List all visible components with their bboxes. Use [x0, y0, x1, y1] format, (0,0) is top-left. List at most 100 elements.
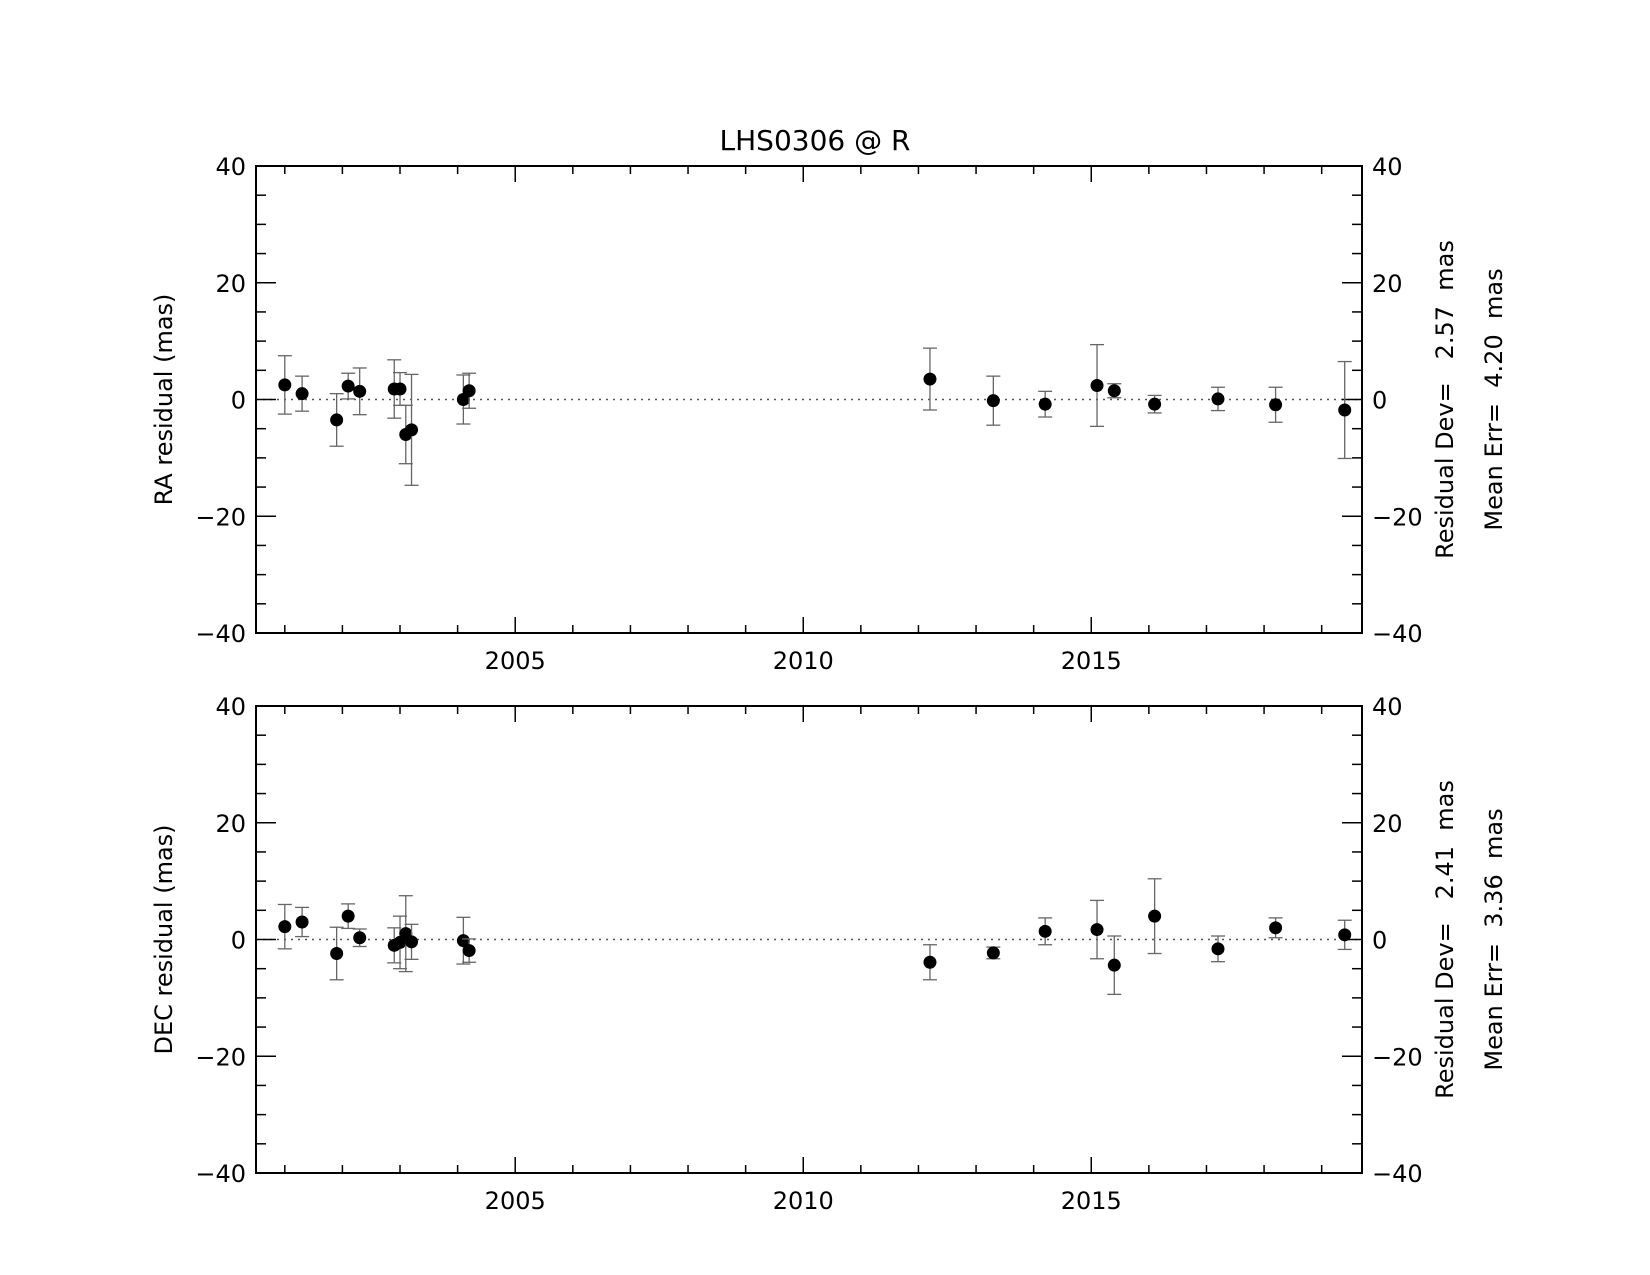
ra-marker [1338, 403, 1352, 417]
dec-y-tick-label-right: 20 [1372, 810, 1403, 838]
dec-x-tick-label: 2005 [485, 1187, 546, 1215]
dec-marker [278, 920, 292, 934]
dec-marker [1090, 923, 1104, 937]
ra-y-axis-title: RA residual (mas) [150, 294, 178, 506]
dec-y-tick-label-right: −20 [1372, 1043, 1423, 1071]
dec-y-tick-label: −20 [195, 1043, 246, 1071]
ra-x-tick-label: 2015 [1061, 647, 1122, 675]
dec-marker [456, 934, 470, 948]
ra-data-point [986, 375, 1001, 426]
ra-y-tick-label-right: 40 [1372, 153, 1403, 181]
dec-y-tick-label-right: 0 [1372, 927, 1387, 955]
ra-marker [353, 384, 367, 398]
dec-residual-dev-label: Residual Dev= 2.41 mas [1431, 780, 1459, 1099]
dec-marker [353, 931, 367, 945]
ra-data-point [295, 375, 310, 412]
ra-marker [986, 394, 1000, 408]
ra-marker [295, 387, 309, 401]
ra-marker [1269, 398, 1283, 412]
dec-marker [1269, 921, 1283, 935]
ra-y-tick-label: 0 [231, 387, 246, 415]
dec-y-tick-label: 20 [215, 810, 246, 838]
dec-data-point [1090, 899, 1105, 960]
ra-data-point [1147, 394, 1162, 414]
ra-data-point [1337, 360, 1352, 460]
ra-y-tick-label-right: −20 [1372, 503, 1423, 531]
ra-marker [330, 413, 344, 427]
ra-y-tick-label-right: 0 [1372, 387, 1387, 415]
ra-data-point [404, 373, 419, 486]
ra-y-tick-label-right: 20 [1372, 270, 1403, 298]
dec-y-tick-label-right: −40 [1372, 1160, 1423, 1188]
ra-marker [341, 379, 355, 393]
ra-data-point [352, 367, 367, 416]
dec-y-tick-label-right: 40 [1372, 693, 1403, 721]
dec-marker [1038, 924, 1052, 938]
dec-data-point [1268, 917, 1283, 939]
dec-marker [295, 915, 309, 929]
dec-data-point [295, 906, 310, 938]
ra-marker [1148, 397, 1162, 411]
ra-marker [1107, 384, 1121, 398]
ra-data-point [393, 371, 408, 406]
ra-marker [462, 384, 476, 398]
ra-mean-err-label: Mean Err= 4.20 mas [1480, 268, 1508, 530]
dec-data-point [1147, 878, 1162, 955]
dec-data-point [922, 944, 937, 981]
ra-data-point [341, 372, 356, 400]
ra-y-tick-label: −20 [195, 503, 246, 531]
ra-data-point [1090, 343, 1105, 428]
dec-data-point [1337, 919, 1352, 951]
dec-data-point [404, 923, 419, 960]
dec-marker [1107, 958, 1121, 972]
dec-marker [341, 909, 355, 923]
dec-y-tick-label: 0 [231, 927, 246, 955]
ra-residual-panel: 2005 2010 2015 −40 −40 −20 −20 0 0 20 20 40 40 RA res… [150, 153, 1508, 675]
ra-marker [1090, 378, 1104, 392]
ra-marker [393, 382, 407, 396]
dec-data-point [1038, 917, 1053, 946]
ra-marker [1038, 397, 1052, 411]
dec-data-point [341, 903, 356, 930]
dec-data-point [986, 946, 1001, 960]
ra-data-point [462, 372, 477, 409]
ra-data-point [277, 355, 292, 415]
ra-data-point [1038, 390, 1053, 418]
dec-mean-err-label: Mean Err= 3.36 mas [1480, 808, 1508, 1070]
ra-data-point [329, 393, 344, 447]
dec-marker [923, 955, 937, 969]
dec-marker [462, 944, 476, 958]
dec-x-tick-label: 2015 [1061, 1187, 1122, 1215]
dec-data-point [277, 903, 292, 950]
dec-marker [1148, 909, 1162, 923]
ra-data-point [1268, 386, 1283, 423]
ra-marker [1211, 392, 1225, 406]
dec-x-tick-label: 2010 [773, 1187, 834, 1215]
dec-marker [405, 935, 419, 949]
ra-marker [923, 372, 937, 386]
dec-data-point [462, 938, 477, 963]
dec-y-tick-label: 40 [215, 693, 246, 721]
dec-data-point [398, 895, 413, 973]
ra-data-point [1210, 386, 1225, 412]
dec-residual-panel: 2005 2010 2015 −40 −40 −20 −20 0 0 20 20 40 40 DEC re… [150, 693, 1508, 1215]
dec-y-tick-label: −40 [195, 1160, 246, 1188]
ra-x-tick-label: 2005 [485, 647, 546, 675]
chart-title: LHS0306 @ R [720, 124, 911, 157]
dec-y-axis-title: DEC residual (mas) [150, 824, 178, 1054]
dec-marker [330, 947, 344, 961]
ra-x-tick-label: 2010 [773, 647, 834, 675]
dec-data-point [1210, 935, 1225, 963]
dec-data-point [329, 926, 344, 981]
ra-y-tick-label: 20 [215, 270, 246, 298]
dec-data-point [1107, 935, 1122, 996]
dec-data-point [352, 928, 367, 948]
ra-data-point [1107, 383, 1122, 399]
ra-y-tick-label: 40 [215, 153, 246, 181]
ra-data-point [922, 347, 937, 411]
ra-residual-dev-label: Residual Dev= 2.57 mas [1431, 240, 1459, 559]
dec-data-point [456, 916, 471, 965]
ra-marker [405, 423, 419, 437]
ra-y-tick-label-right: −40 [1372, 620, 1423, 648]
